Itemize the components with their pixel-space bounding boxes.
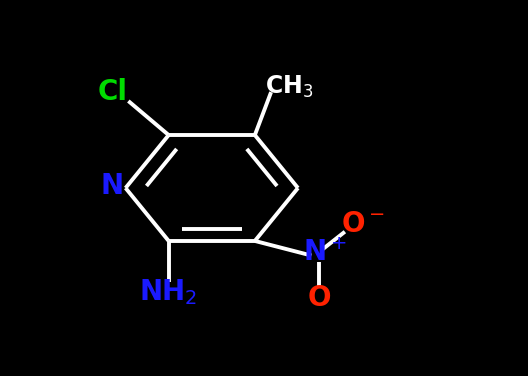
Text: O: O	[307, 284, 331, 312]
Text: N$^+$: N$^+$	[303, 238, 346, 267]
Text: N: N	[101, 172, 124, 200]
Text: NH$_2$: NH$_2$	[139, 277, 198, 307]
Text: O$^-$: O$^-$	[341, 210, 385, 238]
Text: Cl: Cl	[98, 78, 128, 106]
Text: CH$_3$: CH$_3$	[265, 73, 314, 100]
